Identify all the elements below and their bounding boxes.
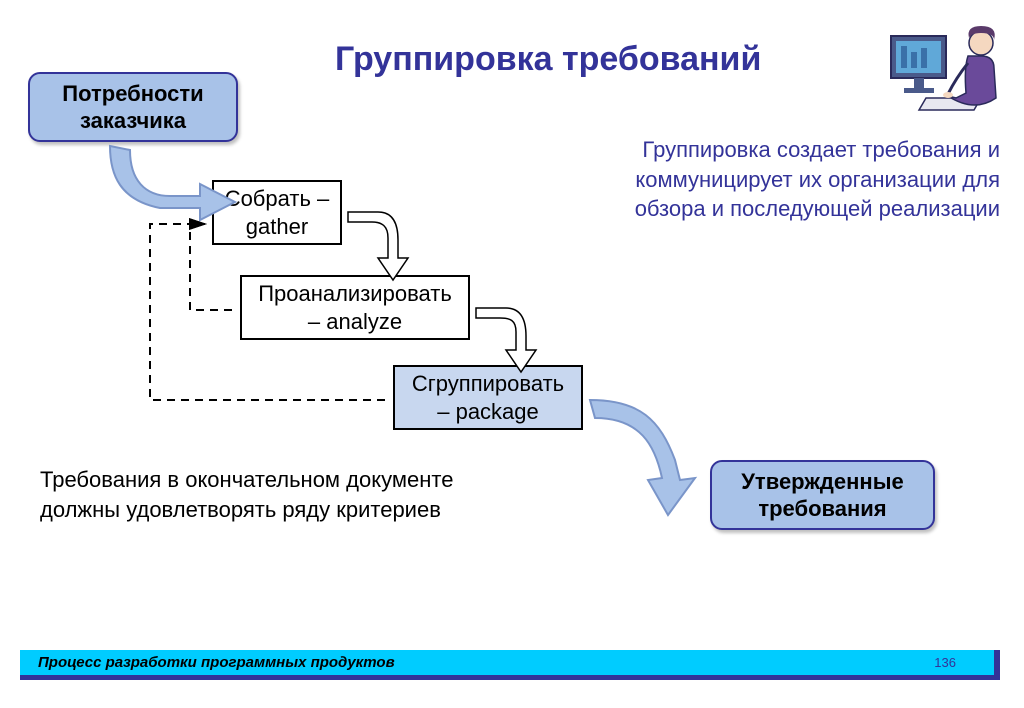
node-end: Утвержденные требования [710, 460, 935, 530]
page-title: Группировка требований [335, 40, 761, 79]
node-analyze: Проанализировать – analyze [240, 275, 470, 340]
footer-bar: Процесс разработки программных продуктов… [20, 650, 1000, 680]
node-start: Потребности заказчика [28, 72, 238, 142]
page-number: 136 [934, 655, 956, 670]
arrow-package-to-end [590, 400, 695, 515]
footer-text: Процесс разработки программных продуктов [38, 654, 395, 671]
clipart-user-at-computer-icon [886, 18, 1006, 118]
node-gather: Собрать – gather [212, 180, 342, 245]
description-right: Группировка создает требования и коммуни… [620, 135, 1000, 224]
node-package: Сгруппировать – package [393, 365, 583, 430]
arrow-analyze-to-package [476, 308, 536, 372]
arrow-gather-to-analyze [348, 212, 408, 280]
description-left: Требования в окончательном документе дол… [40, 465, 470, 524]
